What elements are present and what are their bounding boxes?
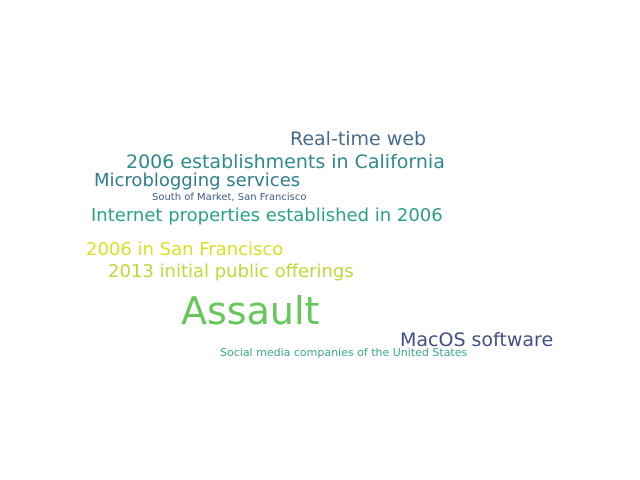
word-south-of-market: South of Market, San Francisco: [152, 192, 307, 203]
word-macos-software: MacOS software: [400, 329, 554, 351]
word-social-media-companies-us: Social media companies of the United Sta…: [220, 346, 468, 359]
word-real-time-web: Real-time web: [290, 128, 427, 150]
word-2006-in-san-francisco: 2006 in San Francisco: [86, 239, 284, 260]
word-microblogging-services: Microblogging services: [94, 170, 301, 191]
word-2013-initial-public-offerings: 2013 initial public offerings: [108, 261, 354, 282]
word-assault: Assault: [181, 289, 320, 333]
word-internet-properties-2006: Internet properties established in 2006: [91, 205, 443, 226]
word-2006-establishments-california: 2006 establishments in California: [126, 151, 445, 173]
